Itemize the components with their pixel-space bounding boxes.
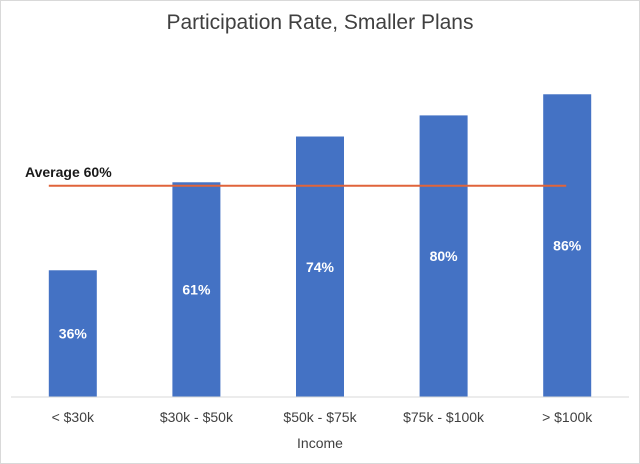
x-tick-label-2: $30k - $50k: [160, 409, 234, 425]
reference-line-group: Average 60%: [25, 164, 567, 187]
bars-group: [48, 94, 592, 398]
bar-data-label-2: 61%: [182, 282, 211, 298]
bar-3: [296, 136, 344, 397]
bar-2: [172, 182, 221, 397]
chart-title: Participation Rate, Smaller Plans: [166, 11, 474, 34]
x-tick-label-4: $75k - $100k: [403, 409, 485, 425]
bar-4: [419, 115, 468, 398]
x-tick-label-5: > $100k: [542, 409, 593, 425]
x-tick-label-1: < $30k: [52, 409, 95, 425]
bar-5: [543, 94, 592, 397]
bar-data-label-5: 86%: [553, 238, 582, 254]
bar-data-label-3: 74%: [306, 259, 335, 275]
average-reference-label: Average 60%: [25, 164, 112, 180]
x-tick-label-3: $50k - $75k: [283, 409, 357, 425]
bar-data-label-4: 80%: [430, 248, 459, 264]
x-axis-title: Income: [297, 435, 343, 451]
labels-group: 36% < $30k 61% $30k - $50k 74% $50k - $75k 80%…: [52, 238, 594, 425]
bar-data-label-1: 36%: [59, 326, 88, 342]
bar-1: [48, 270, 97, 397]
